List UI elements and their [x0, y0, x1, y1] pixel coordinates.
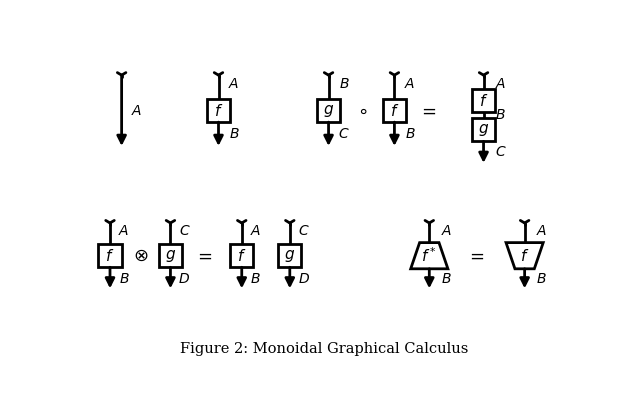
Text: $B$: $B$	[404, 127, 415, 142]
Text: $f$: $f$	[479, 93, 488, 109]
Text: $f$: $f$	[390, 102, 399, 119]
Text: $D$: $D$	[178, 272, 190, 286]
Text: $f$: $f$	[214, 102, 223, 119]
Text: $=$: $=$	[466, 247, 485, 265]
Text: $\circ$: $\circ$	[356, 102, 367, 120]
Bar	[207, 99, 230, 122]
Bar	[278, 244, 301, 267]
Text: $f$: $f$	[237, 248, 246, 264]
Text: $B$: $B$	[537, 272, 547, 286]
Text: $B$: $B$	[229, 127, 240, 142]
Text: $A$: $A$	[131, 104, 143, 118]
Text: $A$: $A$	[404, 78, 416, 91]
Text: $B$: $B$	[250, 272, 261, 286]
Text: Figure 2: Monoidal Graphical Calculus: Figure 2: Monoidal Graphical Calculus	[179, 342, 468, 356]
Text: $C$: $C$	[298, 224, 310, 238]
Text: $B$: $B$	[119, 272, 130, 286]
Text: $=$: $=$	[193, 247, 212, 265]
Text: $A$: $A$	[228, 78, 240, 91]
Text: $D$: $D$	[298, 272, 310, 286]
Text: $g$: $g$	[284, 248, 295, 264]
Text: $A$: $A$	[118, 224, 130, 238]
Bar	[99, 244, 121, 267]
Text: $A$: $A$	[441, 224, 452, 238]
Bar	[230, 244, 253, 267]
Text: $B$: $B$	[339, 78, 349, 91]
Text: $B$: $B$	[495, 108, 506, 122]
Text: $B$: $B$	[441, 272, 452, 286]
Text: $C$: $C$	[179, 224, 190, 238]
Polygon shape	[411, 243, 448, 269]
Text: $f$: $f$	[106, 248, 114, 264]
Text: $=$: $=$	[418, 102, 437, 120]
Text: $\otimes$: $\otimes$	[133, 247, 149, 265]
Bar	[159, 244, 182, 267]
Bar	[383, 99, 406, 122]
Text: $g$: $g$	[323, 102, 334, 119]
Polygon shape	[506, 243, 544, 269]
Bar	[317, 99, 340, 122]
Text: $g$: $g$	[478, 122, 489, 138]
Bar	[472, 89, 495, 112]
Bar	[472, 118, 495, 141]
Text: $A$: $A$	[250, 224, 262, 238]
Text: $g$: $g$	[165, 248, 176, 264]
Text: $f$: $f$	[520, 248, 529, 264]
Text: $f^*$: $f^*$	[422, 246, 437, 265]
Text: $C$: $C$	[338, 127, 350, 142]
Text: $A$: $A$	[495, 78, 506, 91]
Text: $C$: $C$	[495, 145, 506, 159]
Text: $A$: $A$	[536, 224, 547, 238]
